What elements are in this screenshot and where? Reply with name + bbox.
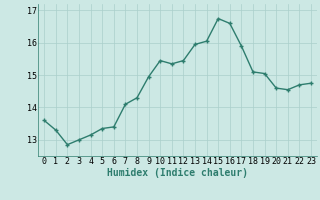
X-axis label: Humidex (Indice chaleur): Humidex (Indice chaleur) (107, 168, 248, 178)
